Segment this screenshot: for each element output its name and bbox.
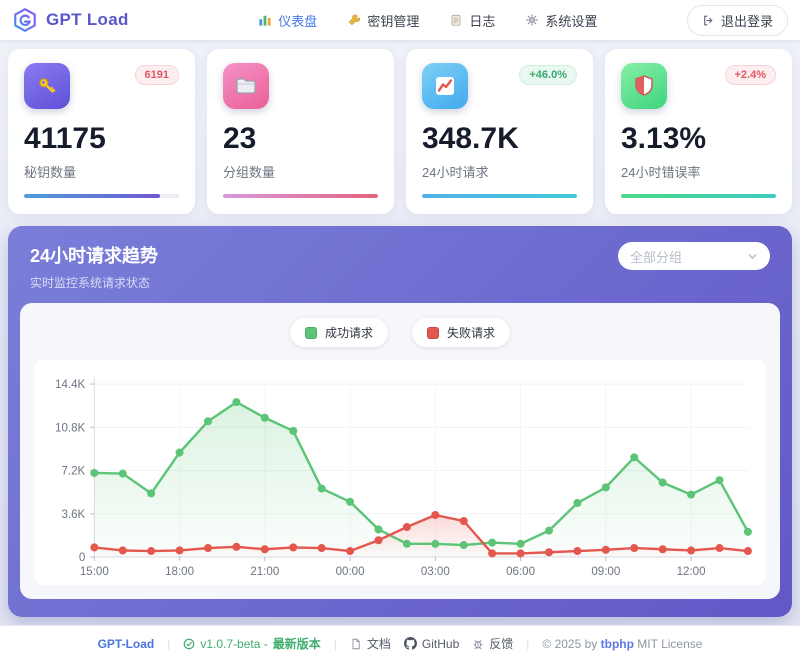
trend-line-chart: 0 3.6K 7.2K 10.8K 14.4K 15:00 18:00 21:00 00:00 0… bbox=[55, 378, 752, 578]
footer-version: v1.0.7-beta - 最新版本 bbox=[183, 635, 321, 652]
svg-text:14.4K: 14.4K bbox=[55, 379, 85, 391]
nav-item-label: 日志 bbox=[469, 13, 496, 29]
footer-version-text: v1.0.7-beta - bbox=[200, 636, 268, 651]
trend-card: 24小时请求趋势 实时监控系统请求状态 全部分组 成功请求 失败请求 0 3.6K 7… bbox=[8, 226, 792, 618]
author-link[interactable]: tbphp bbox=[600, 636, 634, 651]
divider: | bbox=[333, 636, 337, 651]
legend-swatch bbox=[304, 326, 317, 339]
logout-icon bbox=[702, 14, 715, 27]
license-text: MIT License bbox=[637, 636, 703, 651]
svg-text:03:00: 03:00 bbox=[421, 566, 450, 578]
stat-progress bbox=[422, 194, 577, 198]
stat-badge: 6191 bbox=[134, 65, 179, 85]
nav-item-label: 仪表盘 bbox=[278, 13, 318, 29]
logout-label: 退出登录 bbox=[720, 13, 773, 29]
docs-link[interactable]: 文档 bbox=[350, 635, 391, 652]
stat-progress bbox=[24, 194, 179, 198]
nav-item-label: 密钥管理 bbox=[367, 13, 420, 29]
trend-panel: 成功请求 失败请求 0 3.6K 7.2K 10.8K 14.4K 15:00 18:00 21… bbox=[20, 303, 780, 600]
stat-progress bbox=[223, 194, 378, 198]
svg-text:0: 0 bbox=[79, 552, 85, 564]
svg-text:00:00: 00:00 bbox=[336, 566, 365, 578]
stat-value: 348.7K bbox=[422, 122, 519, 155]
trend-subtitle: 实时监控系统请求状态 bbox=[30, 276, 151, 290]
svg-text:12:00: 12:00 bbox=[677, 566, 706, 578]
stat-label: 分组数量 bbox=[223, 165, 276, 180]
stat-value: 41175 bbox=[24, 122, 106, 155]
nav-item-logs[interactable]: 日志 bbox=[449, 11, 495, 30]
group-select-value: 全部分组 bbox=[630, 249, 683, 265]
trend-card-header: 24小时请求趋势 实时监控系统请求状态 全部分组 bbox=[20, 240, 780, 303]
svg-text:18:00: 18:00 bbox=[165, 566, 194, 578]
legend-item[interactable]: 成功请求 bbox=[289, 318, 388, 347]
stat-card-keys: 6191 41175 秘钥数量 bbox=[8, 49, 195, 214]
github-icon bbox=[403, 637, 417, 650]
stat-card-requests: +46.0% 348.7K 24小时请求 bbox=[406, 49, 593, 214]
copyright: © 2025 by tbphp MIT License bbox=[542, 636, 703, 651]
nav-item-settings[interactable]: 系统设置 bbox=[525, 11, 597, 30]
brand-name: GPT Load bbox=[46, 10, 129, 29]
stat-badge: +2.4% bbox=[724, 65, 776, 85]
svg-text:15:00: 15:00 bbox=[80, 566, 109, 578]
check-circle-icon bbox=[183, 638, 195, 650]
brand: GPT Load bbox=[12, 7, 129, 33]
legend-item[interactable]: 失败请求 bbox=[412, 318, 511, 347]
shield-icon bbox=[621, 63, 667, 109]
trend-icon bbox=[422, 63, 468, 109]
nav-item-dashboard[interactable]: 仪表盘 bbox=[258, 11, 317, 30]
legend-swatch bbox=[427, 326, 439, 339]
stat-value: 3.13% bbox=[621, 122, 707, 155]
nav-menu: 仪表盘 密钥管理 日志 系统设置 bbox=[218, 11, 597, 30]
folder-icon bbox=[223, 63, 269, 109]
github-link[interactable]: GitHub bbox=[403, 637, 459, 651]
feedback-link[interactable]: 反馈 bbox=[472, 635, 513, 652]
svg-text:10.8K: 10.8K bbox=[55, 422, 85, 434]
gpt-load-logo-icon bbox=[12, 7, 38, 33]
logout-button[interactable]: 退出登录 bbox=[686, 4, 788, 36]
chart-plot-area: 0 3.6K 7.2K 10.8K 14.4K 15:00 18:00 21:00 00:00 0… bbox=[34, 360, 766, 586]
doc-icon bbox=[350, 638, 362, 650]
stat-card-error-rate: +2.4% 3.13% 24小时错误率 bbox=[605, 49, 792, 214]
gear-icon bbox=[525, 13, 539, 27]
nav-item-label: 系统设置 bbox=[545, 13, 598, 29]
stat-value: 23 bbox=[223, 122, 257, 155]
stat-label: 24小时请求 bbox=[422, 165, 489, 180]
latest-version-link[interactable]: 最新版本 bbox=[272, 637, 321, 651]
stat-label: 秘钥数量 bbox=[24, 165, 77, 180]
stats-row: 6191 41175 秘钥数量 23 分组数量 +46.0% 348.7K 24… bbox=[8, 49, 792, 214]
legend-label: 成功请求 bbox=[324, 326, 373, 340]
footer: GPT-Load | v1.0.7-beta - 最新版本 | 文档 GitHu… bbox=[0, 625, 800, 662]
wrench-icon bbox=[347, 13, 361, 27]
navbar: GPT Load 仪表盘 密钥管理 日志 系统设置 bbox=[0, 0, 800, 40]
stat-card-groups: 23 分组数量 bbox=[207, 49, 394, 214]
bar-chart-icon bbox=[258, 13, 272, 27]
trend-title: 24小时请求趋势 bbox=[30, 246, 159, 266]
stat-label: 24小时错误率 bbox=[621, 165, 701, 180]
group-select-dropdown[interactable]: 全部分组 bbox=[618, 242, 770, 270]
nav-item-keys[interactable]: 密钥管理 bbox=[347, 11, 419, 30]
svg-text:7.2K: 7.2K bbox=[61, 466, 85, 478]
divider: | bbox=[167, 636, 171, 651]
chart-legend: 成功请求 失败请求 bbox=[34, 315, 766, 360]
chevron-down-icon bbox=[747, 251, 758, 262]
svg-text:06:00: 06:00 bbox=[506, 566, 535, 578]
main-content: 6191 41175 秘钥数量 23 分组数量 +46.0% 348.7K 24… bbox=[0, 40, 800, 618]
stat-progress bbox=[621, 194, 776, 198]
svg-text:3.6K: 3.6K bbox=[61, 509, 85, 521]
divider: | bbox=[526, 636, 530, 651]
key-icon bbox=[24, 63, 70, 109]
stat-badge: +46.0% bbox=[519, 65, 577, 85]
clipboard-icon bbox=[449, 13, 463, 27]
svg-text:09:00: 09:00 bbox=[591, 566, 620, 578]
footer-brand: GPT-Load bbox=[97, 636, 155, 651]
legend-label: 失败请求 bbox=[447, 326, 496, 340]
svg-text:21:00: 21:00 bbox=[250, 566, 279, 578]
bug-icon bbox=[472, 638, 484, 650]
